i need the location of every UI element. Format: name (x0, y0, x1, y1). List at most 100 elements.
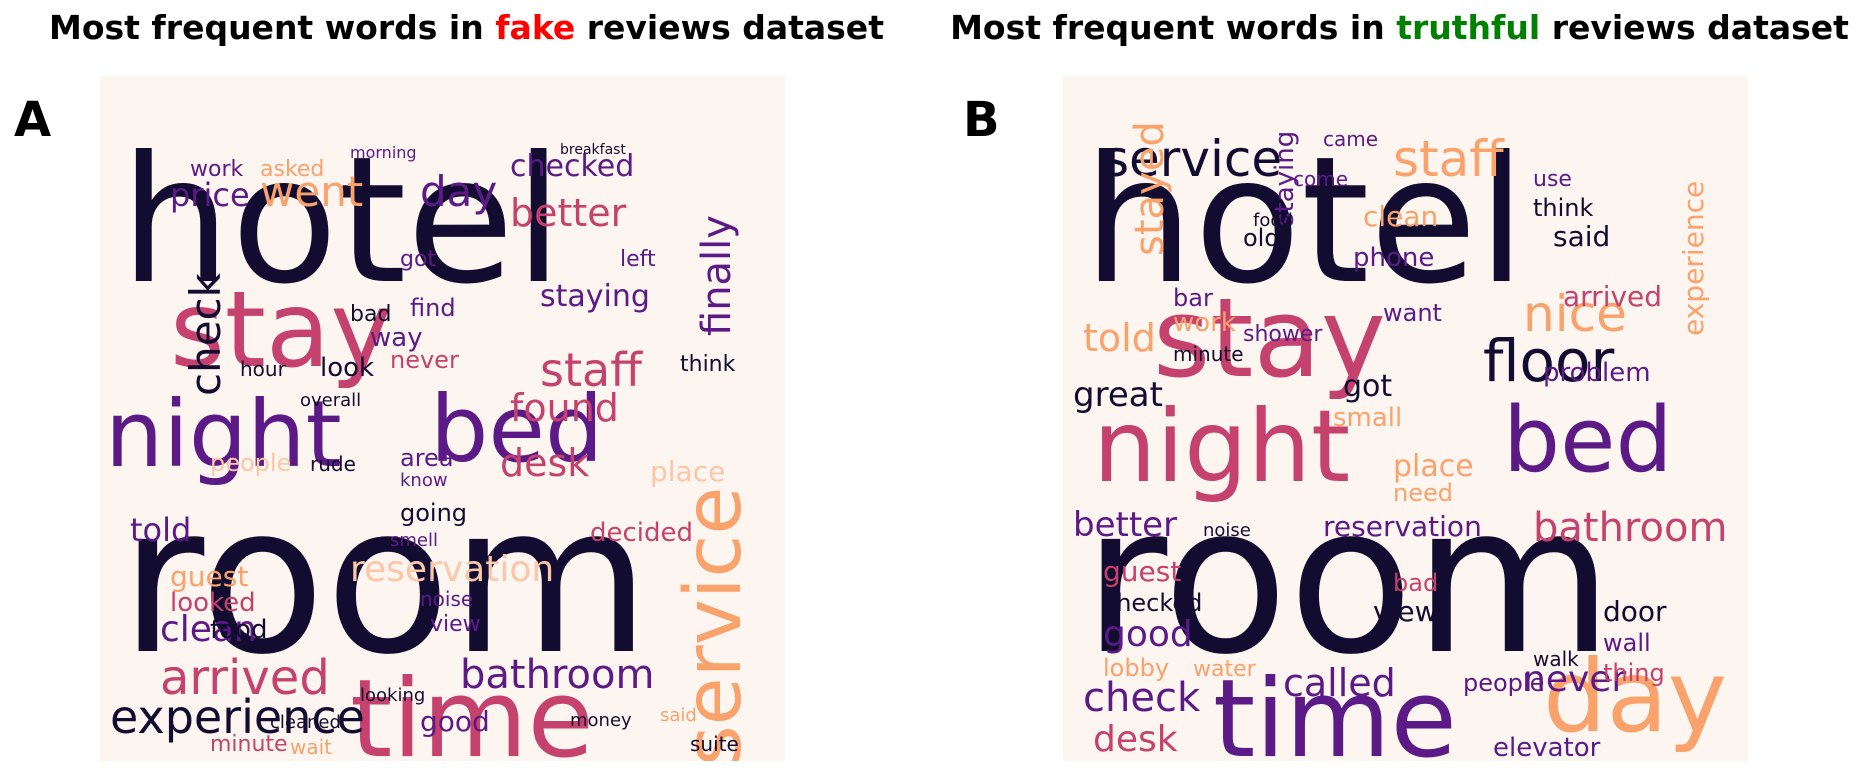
cloud-word: rude (310, 452, 356, 476)
cloud-word: night (105, 381, 342, 488)
cloud-word: need (1393, 479, 1453, 507)
cloud-word: check (181, 272, 230, 396)
cloud-word: good (420, 705, 490, 738)
word-cloud: hotel room stay night bed time service experien… (100, 76, 785, 761)
cloud-word: decided (590, 518, 693, 548)
cloud-word: nice (1523, 285, 1627, 343)
cloud-word: called (1283, 661, 1396, 705)
cloud-word: wall (1603, 629, 1651, 657)
cloud-word: better (510, 191, 627, 235)
cloud-word: time (350, 657, 594, 761)
cloud-word: clean (1363, 200, 1438, 233)
cloud-word: suite (690, 732, 739, 756)
cloud-word: asked (260, 157, 324, 182)
cloud-word: come (1293, 167, 1348, 191)
cloud-word: price (170, 176, 250, 214)
cloud-word: night (1093, 388, 1350, 505)
cloud-word: lobby (1103, 654, 1169, 682)
cloud-word: elevator (1493, 733, 1601, 761)
cloud-word: experience (1677, 181, 1710, 336)
cloud-word: overall (300, 390, 361, 411)
cloud-word: minute (210, 732, 288, 757)
cloud-word: got (400, 247, 436, 272)
cloud-word: never (1523, 659, 1626, 700)
cloud-word: people (210, 449, 291, 477)
cloud-word: work (1173, 308, 1236, 338)
cloud-word: said (660, 705, 697, 726)
cloud-word: noise (1203, 520, 1251, 541)
cloud-word: food (210, 615, 267, 645)
cloud-word: guest (1103, 555, 1181, 588)
cloud-word: cleaned (270, 712, 341, 733)
cloud-word: service (669, 487, 759, 761)
title-suffix: reviews dataset (1540, 8, 1849, 47)
cloud-word: area (400, 444, 454, 472)
cloud-word: way (370, 323, 423, 353)
cloud-word: work (190, 157, 243, 182)
cloud-word: looking (360, 685, 425, 706)
cloud-word: breakfast (560, 142, 626, 158)
cloud-word: use (1533, 167, 1572, 192)
cloud-word: find (410, 294, 456, 322)
cloud-word: arrived (1563, 280, 1662, 313)
cloud-word: problem (1543, 358, 1651, 388)
title-prefix: Most frequent words in (49, 8, 496, 47)
cloud-word: think (680, 352, 736, 377)
cloud-word: people (1463, 669, 1544, 697)
word-cloud: hotel room stay night bed time day service staff… (1063, 76, 1748, 761)
cloud-word: door (1603, 595, 1667, 628)
panel-title: Most frequent words in fake reviews data… (0, 8, 933, 47)
cloud-word: bar (1173, 284, 1213, 312)
cloud-word: money (570, 710, 632, 731)
cloud-word: service (1103, 130, 1282, 188)
cloud-word: day (1543, 638, 1727, 755)
cloud-word: wait (290, 735, 332, 759)
cloud-word: room (120, 462, 650, 700)
cloud-word: know (400, 470, 448, 491)
cloud-word: told (130, 511, 191, 549)
title-suffix: reviews dataset (575, 8, 884, 47)
cloud-word: small (1333, 403, 1402, 433)
cloud-word: finally (694, 215, 740, 336)
cloud-word: guest (170, 560, 248, 593)
title-highlight: truthful (1396, 8, 1541, 47)
cloud-word: bed (430, 376, 603, 483)
cloud-word: desk (500, 441, 589, 485)
cloud-word: hotel (120, 120, 563, 323)
cloud-word: walk (1533, 647, 1579, 671)
cloud-word: minute (1173, 342, 1244, 366)
cloud-word: got (1343, 369, 1392, 404)
cloud-word: bad (350, 302, 391, 327)
cloud-word: reservation (350, 549, 554, 590)
cloud-word: smell (390, 530, 438, 551)
panel-b: Most frequent words in truthful reviews … (933, 0, 1866, 782)
cloud-word: shower (1243, 322, 1323, 347)
cloud-word: good (1103, 614, 1193, 655)
cloud-word: bathroom (1533, 505, 1727, 551)
cloud-word: view (1373, 595, 1437, 628)
cloud-word: old (1243, 224, 1280, 252)
cloud-word: checked (510, 149, 634, 184)
cloud-word: told (1083, 316, 1156, 360)
cloud-word: stay (1153, 274, 1386, 402)
cloud-word: day (420, 167, 497, 216)
cloud-word: staying (540, 279, 650, 314)
cloud-word: desk (1093, 719, 1178, 760)
cloud-word: experience (110, 690, 365, 744)
cloud-word: hotel (1083, 120, 1526, 323)
cloud-word: arrived (160, 650, 330, 706)
cloud-word: left (620, 247, 656, 272)
cloud-word: view (430, 612, 481, 637)
cloud-word: never (390, 346, 459, 374)
cloud-word: check (1083, 675, 1201, 721)
cloud-word: phone (1353, 243, 1434, 273)
cloud-word: stay (170, 269, 392, 391)
cloud-word: came (1323, 127, 1378, 151)
cloud-word: looked (170, 588, 256, 618)
cloud-word: room (1083, 462, 1613, 700)
cloud-word: bad (1393, 569, 1438, 597)
cloud-word: water (1193, 657, 1257, 682)
cloud-word: found (510, 386, 619, 430)
cloud-word: noise (420, 587, 473, 611)
cloud-word: bed (1503, 388, 1673, 493)
